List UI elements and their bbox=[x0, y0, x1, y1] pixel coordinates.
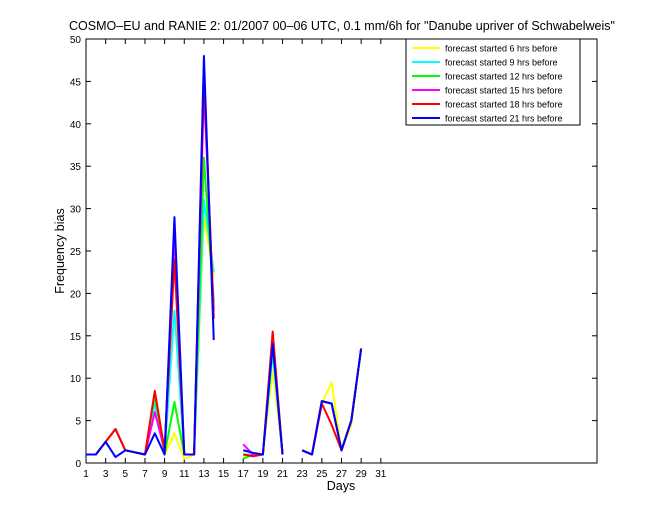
x-tick-label: 23 bbox=[297, 469, 309, 480]
y-tick-label: 25 bbox=[70, 247, 82, 258]
legend: forecast started 6 hrs before forecast st… bbox=[405, 38, 581, 126]
x-tick-label: 5 bbox=[123, 469, 129, 480]
y-tick-label: 20 bbox=[70, 289, 82, 300]
legend-label: forecast started 9 hrs before bbox=[445, 58, 558, 68]
x-tick-label: 21 bbox=[277, 469, 289, 480]
legend-label: forecast started 18 hrs before bbox=[445, 100, 563, 110]
y-axis: 0 5 10 15 20 25 30 35 40 45 50 bbox=[70, 35, 597, 470]
x-tick-label: 3 bbox=[103, 469, 109, 480]
legend-label: forecast started 15 hrs before bbox=[445, 86, 563, 96]
y-tick-label: 15 bbox=[70, 332, 82, 343]
series-line-6 bbox=[86, 54, 363, 459]
x-tick-label: 19 bbox=[257, 469, 269, 480]
y-tick-label: 40 bbox=[70, 120, 82, 131]
y-tick-label: 0 bbox=[75, 459, 81, 470]
x-tick-label: 9 bbox=[162, 469, 168, 480]
legend-label: forecast started 21 hrs before bbox=[445, 114, 563, 124]
x-tick-label: 1 bbox=[83, 469, 89, 480]
x-tick-label: 11 bbox=[179, 469, 190, 480]
x-tick-label: 15 bbox=[218, 469, 230, 480]
x-tick-label: 7 bbox=[142, 469, 148, 480]
y-axis-label: Frequency bias bbox=[53, 208, 67, 293]
y-tick-label: 35 bbox=[70, 162, 82, 173]
x-axis: 1 3 5 7 9 11 13 15 17 19 21 23 25 27 29 31 bbox=[83, 39, 387, 480]
y-tick-label: 50 bbox=[70, 35, 82, 46]
series-group bbox=[86, 54, 363, 460]
x-tick-label: 31 bbox=[375, 469, 387, 480]
x-tick-label: 25 bbox=[316, 469, 328, 480]
y-tick-label: 30 bbox=[70, 205, 82, 216]
x-axis-label: Days bbox=[327, 479, 355, 493]
x-tick-label: 29 bbox=[356, 469, 368, 480]
chart-title: COSMO–EU and RANIE 2: 01/2007 00–06 UTC,… bbox=[69, 19, 615, 33]
y-tick-label: 5 bbox=[75, 417, 81, 428]
x-tick-label: 27 bbox=[336, 469, 348, 480]
x-tick-label: 17 bbox=[238, 469, 250, 480]
x-tick-label: 13 bbox=[198, 469, 210, 480]
y-tick-label: 45 bbox=[70, 77, 82, 88]
legend-box bbox=[405, 38, 581, 126]
legend-label: forecast started 6 hrs before bbox=[445, 44, 558, 54]
y-tick-label: 10 bbox=[70, 374, 82, 385]
legend-label: forecast started 12 hrs before bbox=[445, 72, 563, 82]
